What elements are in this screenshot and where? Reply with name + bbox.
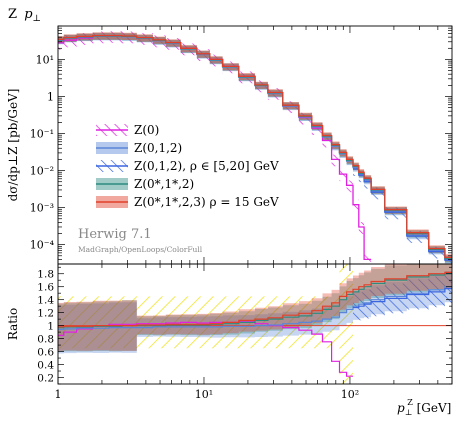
x-label-var: p xyxy=(397,401,405,415)
legend-item-z-0: Z(0) xyxy=(96,123,159,137)
top-y-axis-label: dσ/dp⊥Z [pb/GeV] xyxy=(6,89,20,202)
x-tick-label: 10¹ xyxy=(195,388,213,401)
top-line-z-0-1-2-3-15-gev xyxy=(58,34,452,259)
top-y-tick-label: 10⁻⁴ xyxy=(30,239,55,252)
x-tick-label: 10² xyxy=(341,388,359,401)
legend: Z(0) Z(0,1,2) Z(0,1,2), ρ ∈ [5,20] GeV Z(0*… xyxy=(96,123,279,209)
generator-sublabel: MadGraph/OpenLoops/ColorFull xyxy=(78,245,203,254)
top-axis-ticks: 10⁻⁴ 10⁻³ 10⁻² 10⁻¹ 1 10¹ xyxy=(30,25,453,265)
bottom-y-tick-label: 1 xyxy=(47,321,54,333)
bottom-y-tick-label: 0.2 xyxy=(37,373,54,385)
bottom-y-tick-label: 1.8 xyxy=(37,269,54,281)
top-y-tick-label: 10⁻¹ xyxy=(30,128,54,141)
bottom-y-tick-label: 1.4 xyxy=(37,295,54,307)
x-axis-label: p⊥Z [GeV] xyxy=(397,398,451,417)
bottom-panel-frame xyxy=(57,263,453,385)
legend-label-z-0-1-2-3-15-gev: Z(0*,1*,2,3) ρ = 15 GeV xyxy=(134,195,279,209)
legend-label-z-0: Z(0) xyxy=(134,123,159,137)
legend-item-z-0-1-2: Z(0*,1*,2) xyxy=(96,177,194,191)
x-tick-label: 1 xyxy=(55,388,62,401)
bottom-y-tick-label: 0.6 xyxy=(37,347,54,359)
legend-item-z-0-1-2-3-15-gev: Z(0*,1*,2,3) ρ = 15 GeV xyxy=(96,195,279,209)
legend-label-z-0-1-2: Z(0,1,2) xyxy=(134,141,182,155)
generator-label: Herwig 7.1 xyxy=(78,227,152,242)
x-label-unit: [GeV] xyxy=(413,401,452,415)
top-y-tick-label: 10⁻³ xyxy=(30,202,54,215)
bottom-y-tick-label: 1.2 xyxy=(37,308,54,320)
bottom-panel-series xyxy=(58,264,452,384)
top-y-tick-label: 1 xyxy=(47,90,54,103)
bottom-y-tick-label: 0.4 xyxy=(37,360,54,372)
title-sub: ⊥ xyxy=(33,14,41,24)
top-y-tick-label: 10¹ xyxy=(36,53,54,66)
bottom-line-z-0-1-2-3-15-gev xyxy=(58,271,452,328)
bottom-band-z-0-1-2-5-20-gev xyxy=(353,273,452,322)
bottom-y-axis-label: Ratio xyxy=(6,308,20,340)
bottom-band-z-0-1-2 xyxy=(58,271,452,354)
top-panel-series xyxy=(58,31,452,264)
bottom-band-z-0-1-2-3-15-gev xyxy=(58,264,452,351)
bottom-y-tick-label: 1.6 xyxy=(37,282,54,294)
legend-item-z-0-1-2: Z(0,1,2) xyxy=(96,141,182,155)
bottom-band-z-0-1-2 xyxy=(58,264,452,352)
title-main: Z xyxy=(8,7,17,22)
bottom-line-z-0-1-2-5-20-gev xyxy=(353,288,452,309)
bottom-y-tick-label: 0.8 xyxy=(37,334,54,346)
x-label-sup: Z xyxy=(407,398,413,407)
legend-label-z-0-1-2: Z(0*,1*,2) xyxy=(134,177,194,191)
legend-item-z-0-1-2-5-20-gev: Z(0,1,2), ρ ∈ [5,20] GeV xyxy=(96,159,279,173)
legend-label-z-0-1-2-5-20-gev: Z(0,1,2), ρ ∈ [5,20] GeV xyxy=(134,159,279,173)
x-label-sub: ⊥ xyxy=(405,408,413,417)
top-y-tick-label: 10⁻² xyxy=(30,165,54,178)
title-var: p xyxy=(24,7,33,22)
bottom-line-z-0-1-2 xyxy=(58,286,452,331)
plot-title: Z p⊥ xyxy=(8,7,41,24)
